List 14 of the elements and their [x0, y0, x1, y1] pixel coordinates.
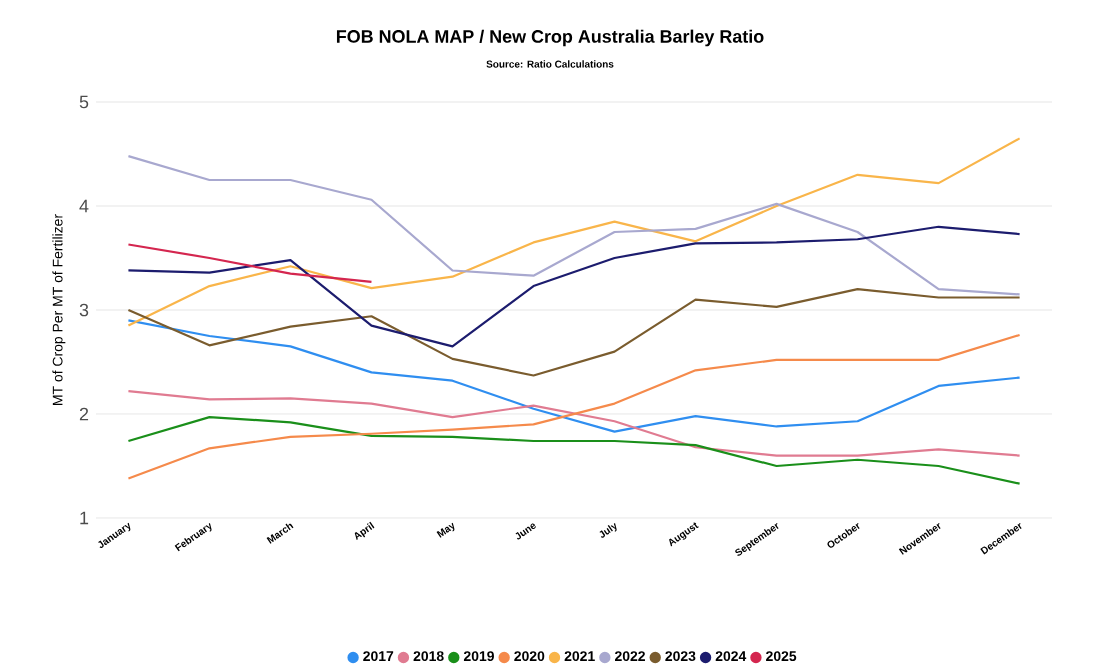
line-series: [127, 416, 1021, 485]
line-series: [127, 243, 373, 284]
y-tick-label: 3: [79, 303, 89, 317]
line-series: [127, 225, 1021, 348]
y-tick-label: 2: [79, 407, 89, 421]
line-series: [127, 288, 1021, 377]
y-tick-label: 4: [79, 199, 89, 213]
line-series: [127, 155, 1021, 296]
line-series: [127, 319, 1021, 433]
line-series: [127, 390, 1021, 457]
chart-title: FOB NOLA MAP / New Crop Australia Barley Ratio: [336, 29, 764, 47]
line-series: [127, 137, 1021, 327]
y-tick-label: 1: [80, 511, 89, 525]
y-tick-label: 5: [79, 95, 89, 109]
